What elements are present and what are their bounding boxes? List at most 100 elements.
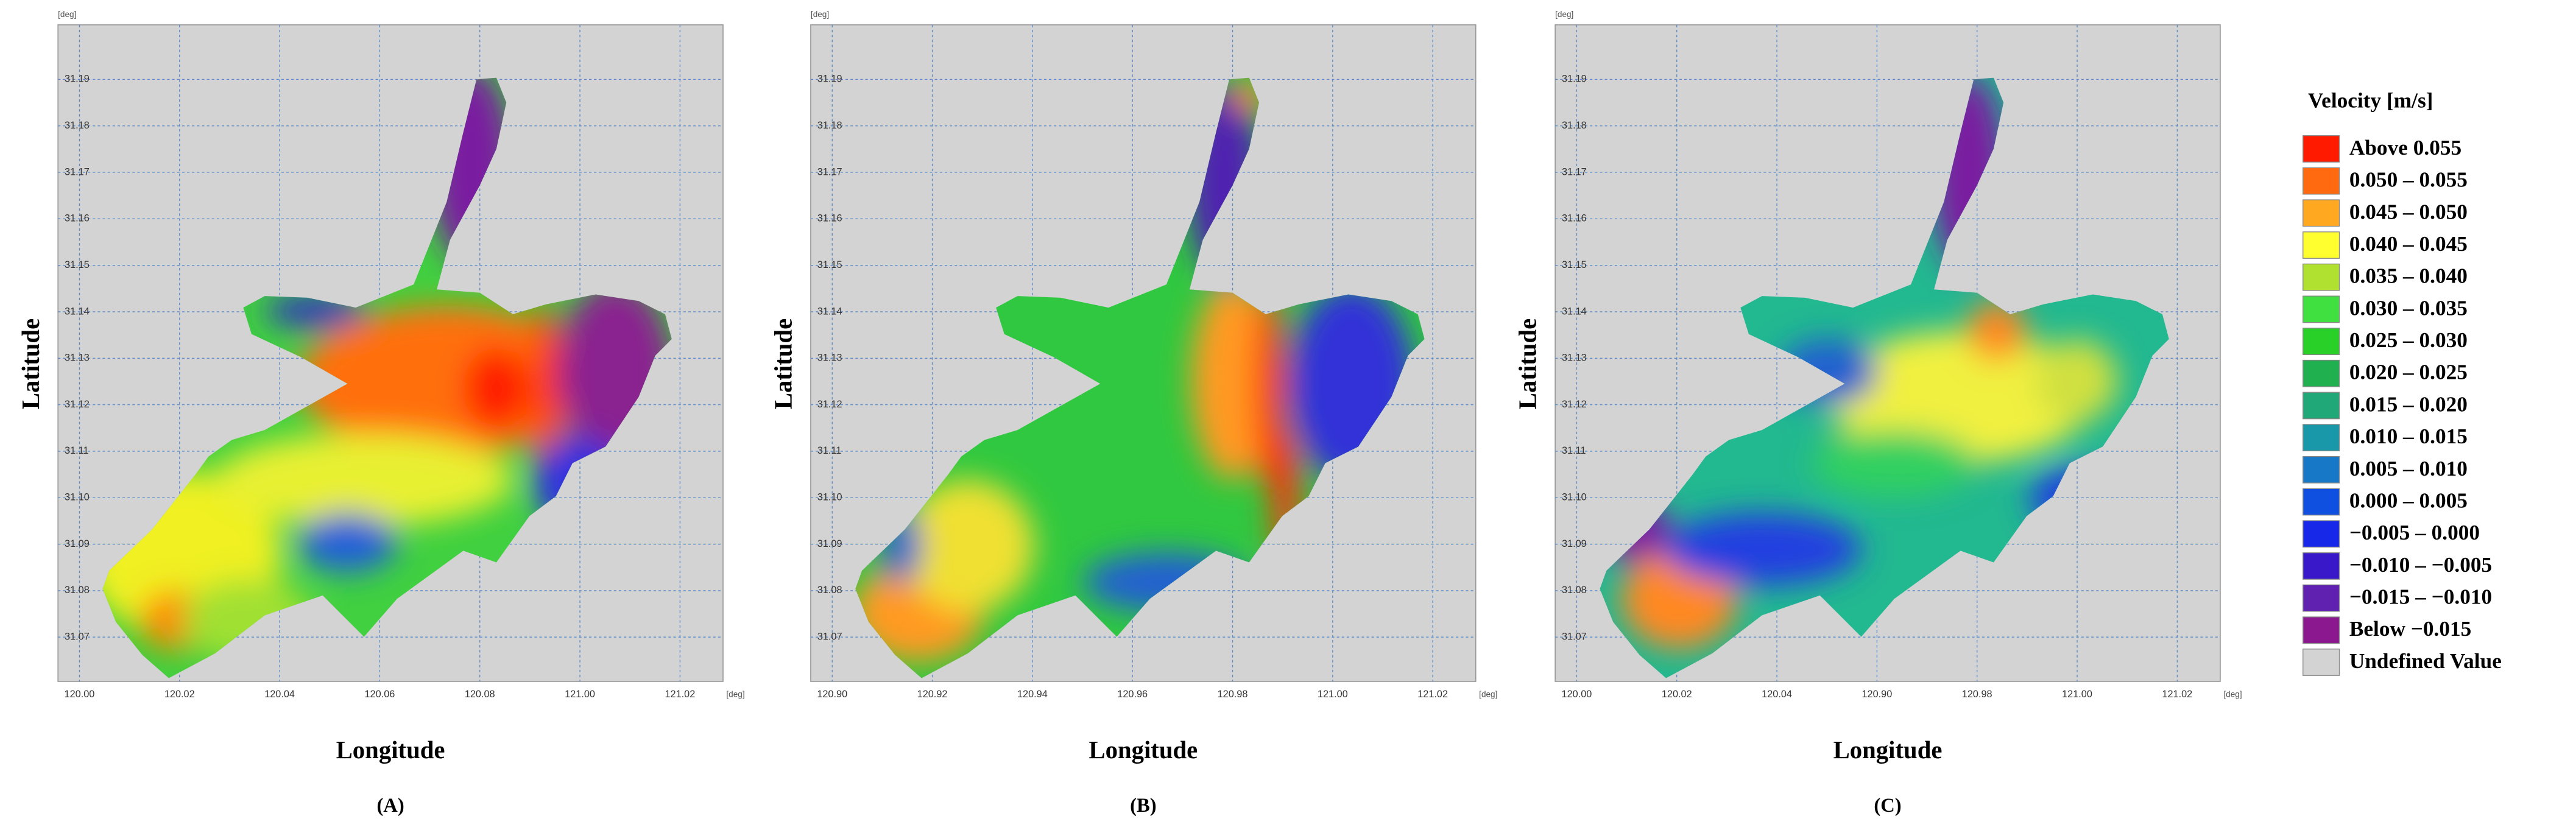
legend-label: Undefined Value — [2349, 649, 2502, 673]
y-tick-label: 31.13 — [817, 353, 842, 364]
velocity-zone — [1967, 301, 2027, 361]
panel-label: (B) — [1130, 795, 1156, 817]
velocity-zone — [902, 479, 1034, 612]
panel-label: (A) — [376, 795, 404, 817]
y-tick-label: 31.14 — [817, 306, 842, 317]
legend-swatch — [2303, 199, 2340, 227]
y-tick-label: 31.19 — [65, 74, 90, 85]
legend-swatch — [2303, 392, 2340, 420]
y-tick-label: 31.19 — [817, 74, 842, 85]
x-tick-label: 120.94 — [1017, 689, 1048, 700]
y-tick-label: 31.14 — [1562, 306, 1587, 317]
velocity-zone — [215, 433, 513, 526]
field-blobs — [1604, 77, 2130, 649]
legend-swatch — [2303, 520, 2340, 548]
map-panel: 120.90 120.92 120.94 120.96 120.98 121.00 121.… — [770, 10, 1498, 817]
x-unit: [deg] — [2223, 689, 2242, 699]
legend-swatch — [2303, 359, 2340, 387]
map-panel: 120.00 120.02 120.04 120.90 120.98 121.00 121.… — [1514, 10, 2242, 817]
y-tick-label: 31.10 — [817, 492, 842, 503]
y-tick-label: 31.15 — [1562, 259, 1587, 270]
legend-swatch — [2303, 584, 2340, 612]
x-tick-label: 120.98 — [1218, 689, 1248, 700]
x-tick-label: 120.00 — [65, 689, 95, 700]
legend-swatch — [2303, 263, 2340, 291]
y-unit: [deg] — [811, 10, 829, 19]
x-tick-label: 121.00 — [565, 689, 595, 700]
x-unit: [deg] — [1479, 689, 1497, 699]
legend-label: 0.020 – 0.025 — [2349, 361, 2468, 384]
y-tick-label: 31.12 — [65, 399, 90, 410]
y-tick-label: 31.09 — [1562, 538, 1587, 549]
x-axis-label: Longitude — [336, 736, 445, 764]
y-tick-label: 31.18 — [65, 120, 90, 131]
y-tick-label: 31.19 — [1562, 74, 1587, 85]
y-tick-label: 31.11 — [817, 445, 842, 456]
y-tick-label: 31.09 — [817, 538, 842, 549]
legend-swatch — [2303, 552, 2340, 580]
x-unit: [deg] — [726, 689, 744, 699]
y-tick-label: 31.11 — [65, 445, 89, 456]
legend-swatch — [2303, 616, 2340, 644]
x-tick-label: 121.00 — [2062, 689, 2092, 700]
legend-label: 0.035 – 0.040 — [2349, 264, 2468, 288]
y-axis-label: Latitude — [1514, 318, 1542, 409]
velocity-zone — [1254, 289, 1284, 488]
x-axis-label: Longitude — [1089, 736, 1198, 764]
x-tick-label: 120.04 — [264, 689, 295, 700]
velocity-zone — [2034, 339, 2118, 422]
y-tick-label: 31.15 — [65, 259, 90, 270]
legend-label: −0.010 – −0.005 — [2349, 553, 2492, 577]
y-tick-label: 31.14 — [65, 306, 90, 317]
legend-label: −0.015 – −0.010 — [2349, 585, 2492, 609]
velocity-zone — [297, 306, 596, 455]
x-tick-label: 120.98 — [1962, 689, 1992, 700]
y-tick-label: 31.13 — [65, 353, 90, 364]
y-tick-label: 31.16 — [1562, 213, 1587, 224]
y-tick-label: 31.10 — [65, 492, 90, 503]
legend-swatch — [2303, 488, 2340, 516]
legend-label: −0.005 – 0.000 — [2349, 521, 2480, 544]
legend-label: 0.030 – 0.035 — [2349, 296, 2468, 320]
legend-swatch — [2303, 328, 2340, 355]
legend-label: 0.015 – 0.020 — [2349, 392, 2468, 416]
legend-label: 0.045 – 0.050 — [2349, 200, 2468, 223]
y-tick-label: 31.18 — [1562, 120, 1587, 131]
y-unit: [deg] — [1555, 10, 1573, 19]
y-tick-label: 31.15 — [817, 259, 842, 270]
y-tick-label: 31.17 — [1562, 166, 1587, 177]
x-tick-label: 120.96 — [1117, 689, 1148, 700]
x-tick-label: 121.02 — [1417, 689, 1448, 700]
x-tick-label: 120.92 — [917, 689, 948, 700]
y-tick-label: 31.12 — [817, 399, 842, 410]
y-tick-label: 31.09 — [65, 538, 90, 549]
y-tick-label: 31.17 — [65, 166, 90, 177]
legend-swatch — [2303, 456, 2340, 484]
legend-label: 0.010 – 0.015 — [2349, 424, 2468, 448]
x-tick-label: 120.02 — [164, 689, 195, 700]
panel-label: (C) — [1874, 795, 1901, 817]
legend-label: Above 0.055 — [2349, 136, 2461, 160]
x-tick-label: 120.02 — [1662, 689, 1692, 700]
y-tick-label: 31.10 — [1562, 492, 1587, 503]
y-tick-label: 31.08 — [65, 585, 90, 596]
legend-swatch — [2303, 231, 2340, 259]
x-tick-label: 120.90 — [817, 689, 847, 700]
y-tick-label: 31.18 — [817, 120, 842, 131]
legend-title: Velocity [m/s] — [2308, 88, 2433, 112]
x-tick-label: 120.90 — [1861, 689, 1892, 700]
x-tick-label: 121.02 — [2162, 689, 2192, 700]
y-tick-label: 31.17 — [817, 166, 842, 177]
y-axis-label: Latitude — [17, 318, 44, 409]
legend-label: 0.005 – 0.010 — [2349, 457, 2468, 480]
velocity-zone — [1812, 430, 1977, 496]
legend-swatch — [2303, 135, 2340, 163]
velocity-zone — [1828, 331, 2093, 463]
legend-label: 0.025 – 0.030 — [2349, 328, 2468, 352]
y-tick-label: 31.12 — [1562, 399, 1587, 410]
y-tick-label: 31.07 — [817, 632, 842, 642]
x-tick-label: 120.04 — [1762, 689, 1792, 700]
legend-swatch — [2303, 424, 2340, 452]
y-unit: [deg] — [58, 10, 76, 19]
x-tick-label: 120.00 — [1562, 689, 1592, 700]
